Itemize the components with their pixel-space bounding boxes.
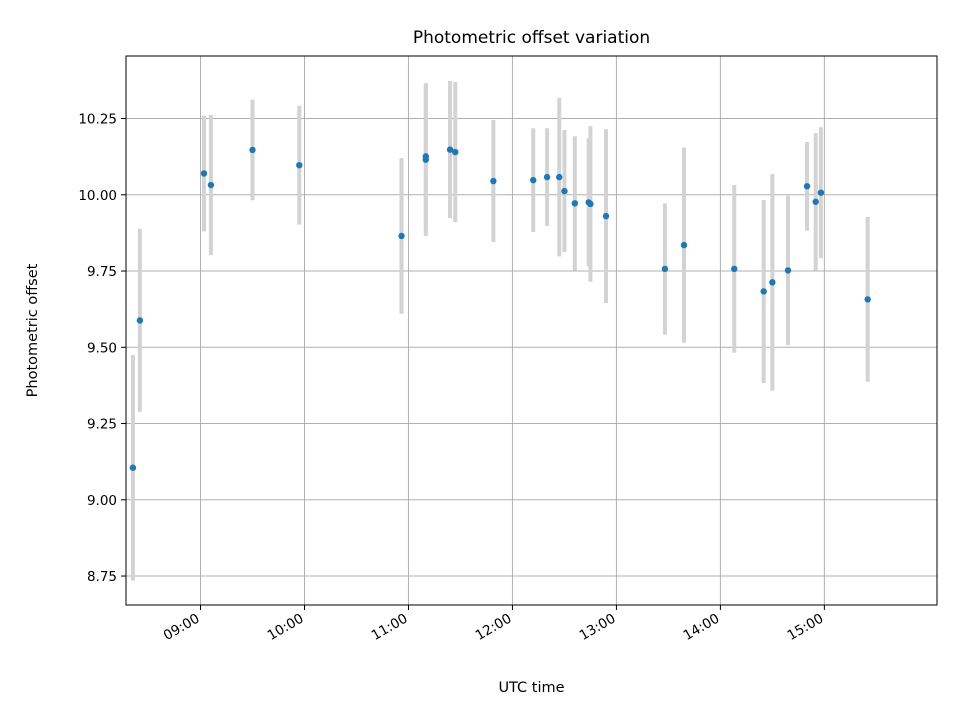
data-point [543, 173, 551, 181]
chart-title: Photometric offset variation [413, 28, 650, 48]
data-point [490, 177, 497, 185]
data-point [571, 200, 579, 207]
x-axis-ticks: 09:00 10:00 11:00 12:00 13:00 14:00 15:00 [161, 605, 827, 644]
y-tick-label: 10.25 [78, 112, 117, 128]
y-tick-label: 9.25 [87, 417, 117, 433]
data-point [602, 212, 610, 220]
y-tick-label: 9.00 [87, 493, 117, 509]
x-tick-label: 14:00 [681, 611, 723, 644]
data-point [556, 173, 563, 181]
x-tick-label: 10:00 [265, 611, 307, 644]
data-point [200, 170, 208, 177]
y-tick-label: 8.75 [87, 569, 117, 585]
x-axis-label: UTC time [498, 680, 564, 696]
data-point [812, 198, 819, 205]
data-point [661, 265, 669, 273]
x-tick-label: 12:00 [473, 611, 515, 644]
data-point [136, 317, 144, 324]
x-tick-label: 13:00 [577, 611, 619, 644]
data-point [207, 181, 215, 189]
data-point [864, 296, 871, 303]
data-point [249, 146, 256, 154]
data-point [784, 267, 792, 274]
x-tick-label: 15:00 [785, 611, 827, 644]
data-point [587, 200, 594, 208]
data-point [452, 148, 459, 156]
y-tick-label: 9.50 [87, 340, 117, 356]
data-point [129, 464, 137, 471]
error-bars [130, 81, 870, 581]
data-point [296, 161, 303, 169]
data-point [769, 279, 776, 286]
x-tick-label: 09:00 [161, 611, 203, 644]
data-point [817, 189, 825, 196]
data-point [803, 183, 811, 190]
x-tick-label: 11:00 [369, 611, 411, 644]
y-axis-label: Photometric offset [25, 263, 41, 397]
data-point [422, 153, 429, 160]
plot-frame [125, 55, 938, 606]
y-tick-label: 9.75 [87, 264, 117, 280]
data-point [731, 265, 738, 273]
data-points [129, 146, 871, 471]
data-point [561, 187, 568, 195]
data-point [680, 241, 688, 249]
y-axis-ticks: 8.75 9.00 9.25 9.50 9.75 10.00 10.25 [78, 112, 126, 585]
data-point [760, 288, 767, 295]
data-point [398, 232, 405, 240]
data-point [446, 146, 454, 153]
y-tick-label: 10.00 [78, 188, 117, 204]
data-point [530, 176, 537, 184]
